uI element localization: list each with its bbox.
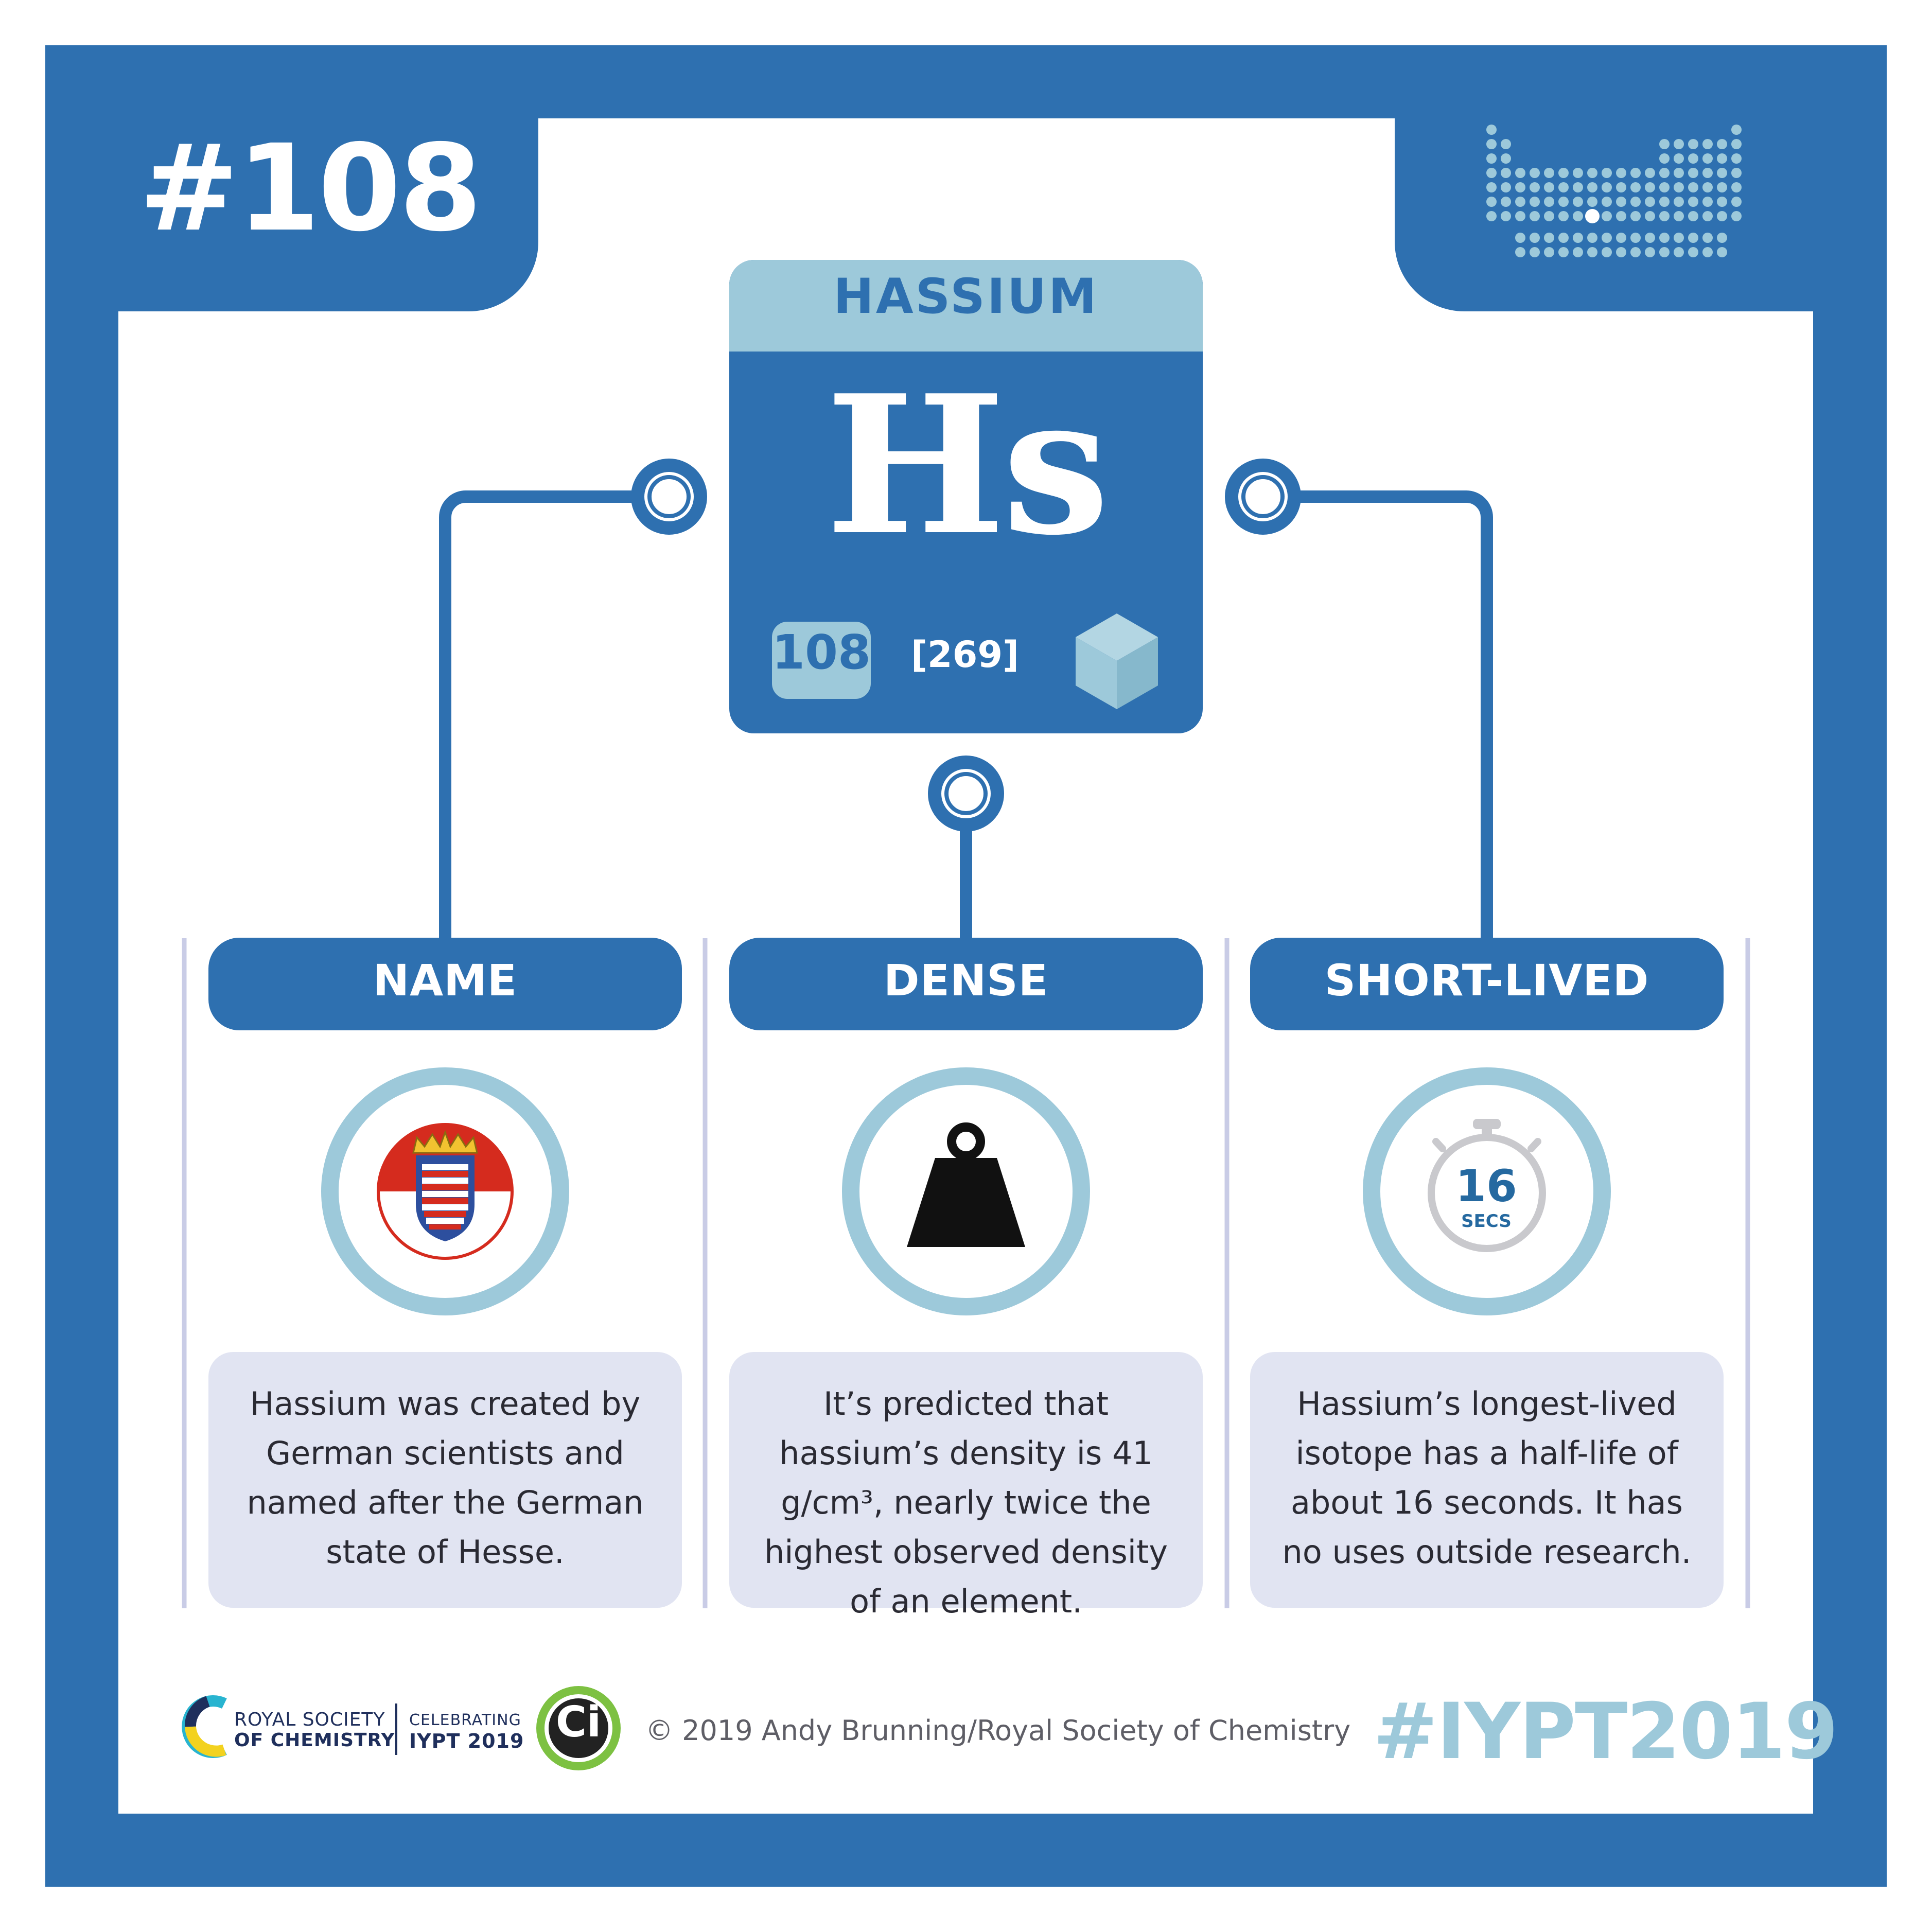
- stopwatch-icon: [1428, 1119, 1546, 1252]
- connector-node-bottom: [928, 756, 1004, 832]
- element-tile: [729, 260, 1203, 733]
- column-title-short-lived: SHORT-LIVED: [1324, 955, 1649, 1006]
- description-short-lived: Hassium’s longest-lived isotope has a ha…: [1282, 1385, 1692, 1571]
- connector-nodes: [631, 459, 1301, 832]
- connector-node-right: [1225, 459, 1301, 535]
- copyright-text: © 2019 Andy Brunning/Royal Society of Ch…: [645, 1714, 1351, 1747]
- iypt-logo-text-line2: IYPT 2019: [409, 1730, 524, 1752]
- element-tile-header: [729, 260, 1203, 352]
- weight-icon: [907, 1122, 1025, 1247]
- column-header-pill-dense: [729, 938, 1203, 1030]
- hesse-coat-of-arms-icon: [377, 1123, 514, 1260]
- description-box-dense: [729, 1352, 1203, 1608]
- ci-logo: [536, 1686, 621, 1770]
- element-number-title: #108: [139, 119, 482, 258]
- description-name: Hassium was created by German scientists…: [247, 1385, 644, 1571]
- hashtag: #IYPT2019: [1373, 1687, 1838, 1777]
- column-header-pill-short-lived: [1250, 938, 1724, 1030]
- atomic-number-badge: [772, 622, 871, 699]
- iypt-logo-text-line1: CELEBRATING: [409, 1711, 521, 1729]
- column-title-name: NAME: [373, 955, 518, 1006]
- rsc-logo-text-line1: ROYAL SOCIETY: [234, 1709, 385, 1730]
- column-dividers: [182, 938, 1750, 1608]
- element-symbol: Hs: [826, 354, 1110, 577]
- atomic-mass: [269]: [910, 634, 1020, 676]
- ci-logo-text: Ci: [555, 1698, 602, 1747]
- periodic-table-icon: [1486, 125, 1742, 257]
- description-dense: It’s predicted that hassium’s density is…: [764, 1385, 1168, 1620]
- timer-value: 16: [1455, 1161, 1517, 1212]
- description-box-name: [208, 1352, 682, 1608]
- connector-lines: [439, 490, 1493, 942]
- cube-icon: [1076, 613, 1158, 709]
- rsc-logo-text-line2: OF CHEMISTRY: [234, 1730, 395, 1751]
- column-header-pill-name: [208, 938, 682, 1030]
- atomic-number: 108: [772, 625, 871, 680]
- connector-node-left: [631, 459, 707, 535]
- column-title-dense: DENSE: [883, 955, 1049, 1006]
- rsc-logo-mark: [182, 1695, 227, 1758]
- timer-unit: SECS: [1461, 1211, 1512, 1232]
- description-box-short-lived: [1250, 1352, 1724, 1608]
- element-name: HASSIUM: [833, 269, 1099, 325]
